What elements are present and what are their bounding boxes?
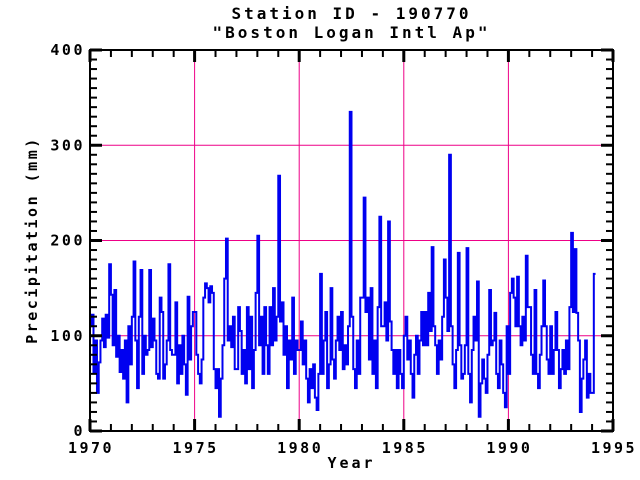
y-tick-label: 200 [50,232,85,250]
precipitation-series [90,110,596,418]
tick-marks [88,48,615,433]
x-tick-label: 1975 [173,439,219,457]
y-tick-labels: 0 100 200 300 400 [50,41,85,440]
x-axis-title: Year [327,454,376,472]
chart-subtitle: "Boston Logan Intl Ap" [212,23,491,42]
y-tick-label: 0 [73,422,85,440]
x-tick-labels: 1970 1975 1980 1985 1990 1995 [68,439,637,457]
y-tick-label: 300 [50,136,85,154]
y-tick-label: 100 [50,327,85,345]
x-tick-label: 1985 [382,439,428,457]
y-tick-label: 400 [50,41,85,59]
x-tick-label: 1990 [486,439,532,457]
x-tick-label: 1995 [591,439,637,457]
chart-title: Station ID - 190770 [231,4,472,23]
x-tick-label: 1970 [68,439,114,457]
x-tick-label: 1980 [277,439,323,457]
